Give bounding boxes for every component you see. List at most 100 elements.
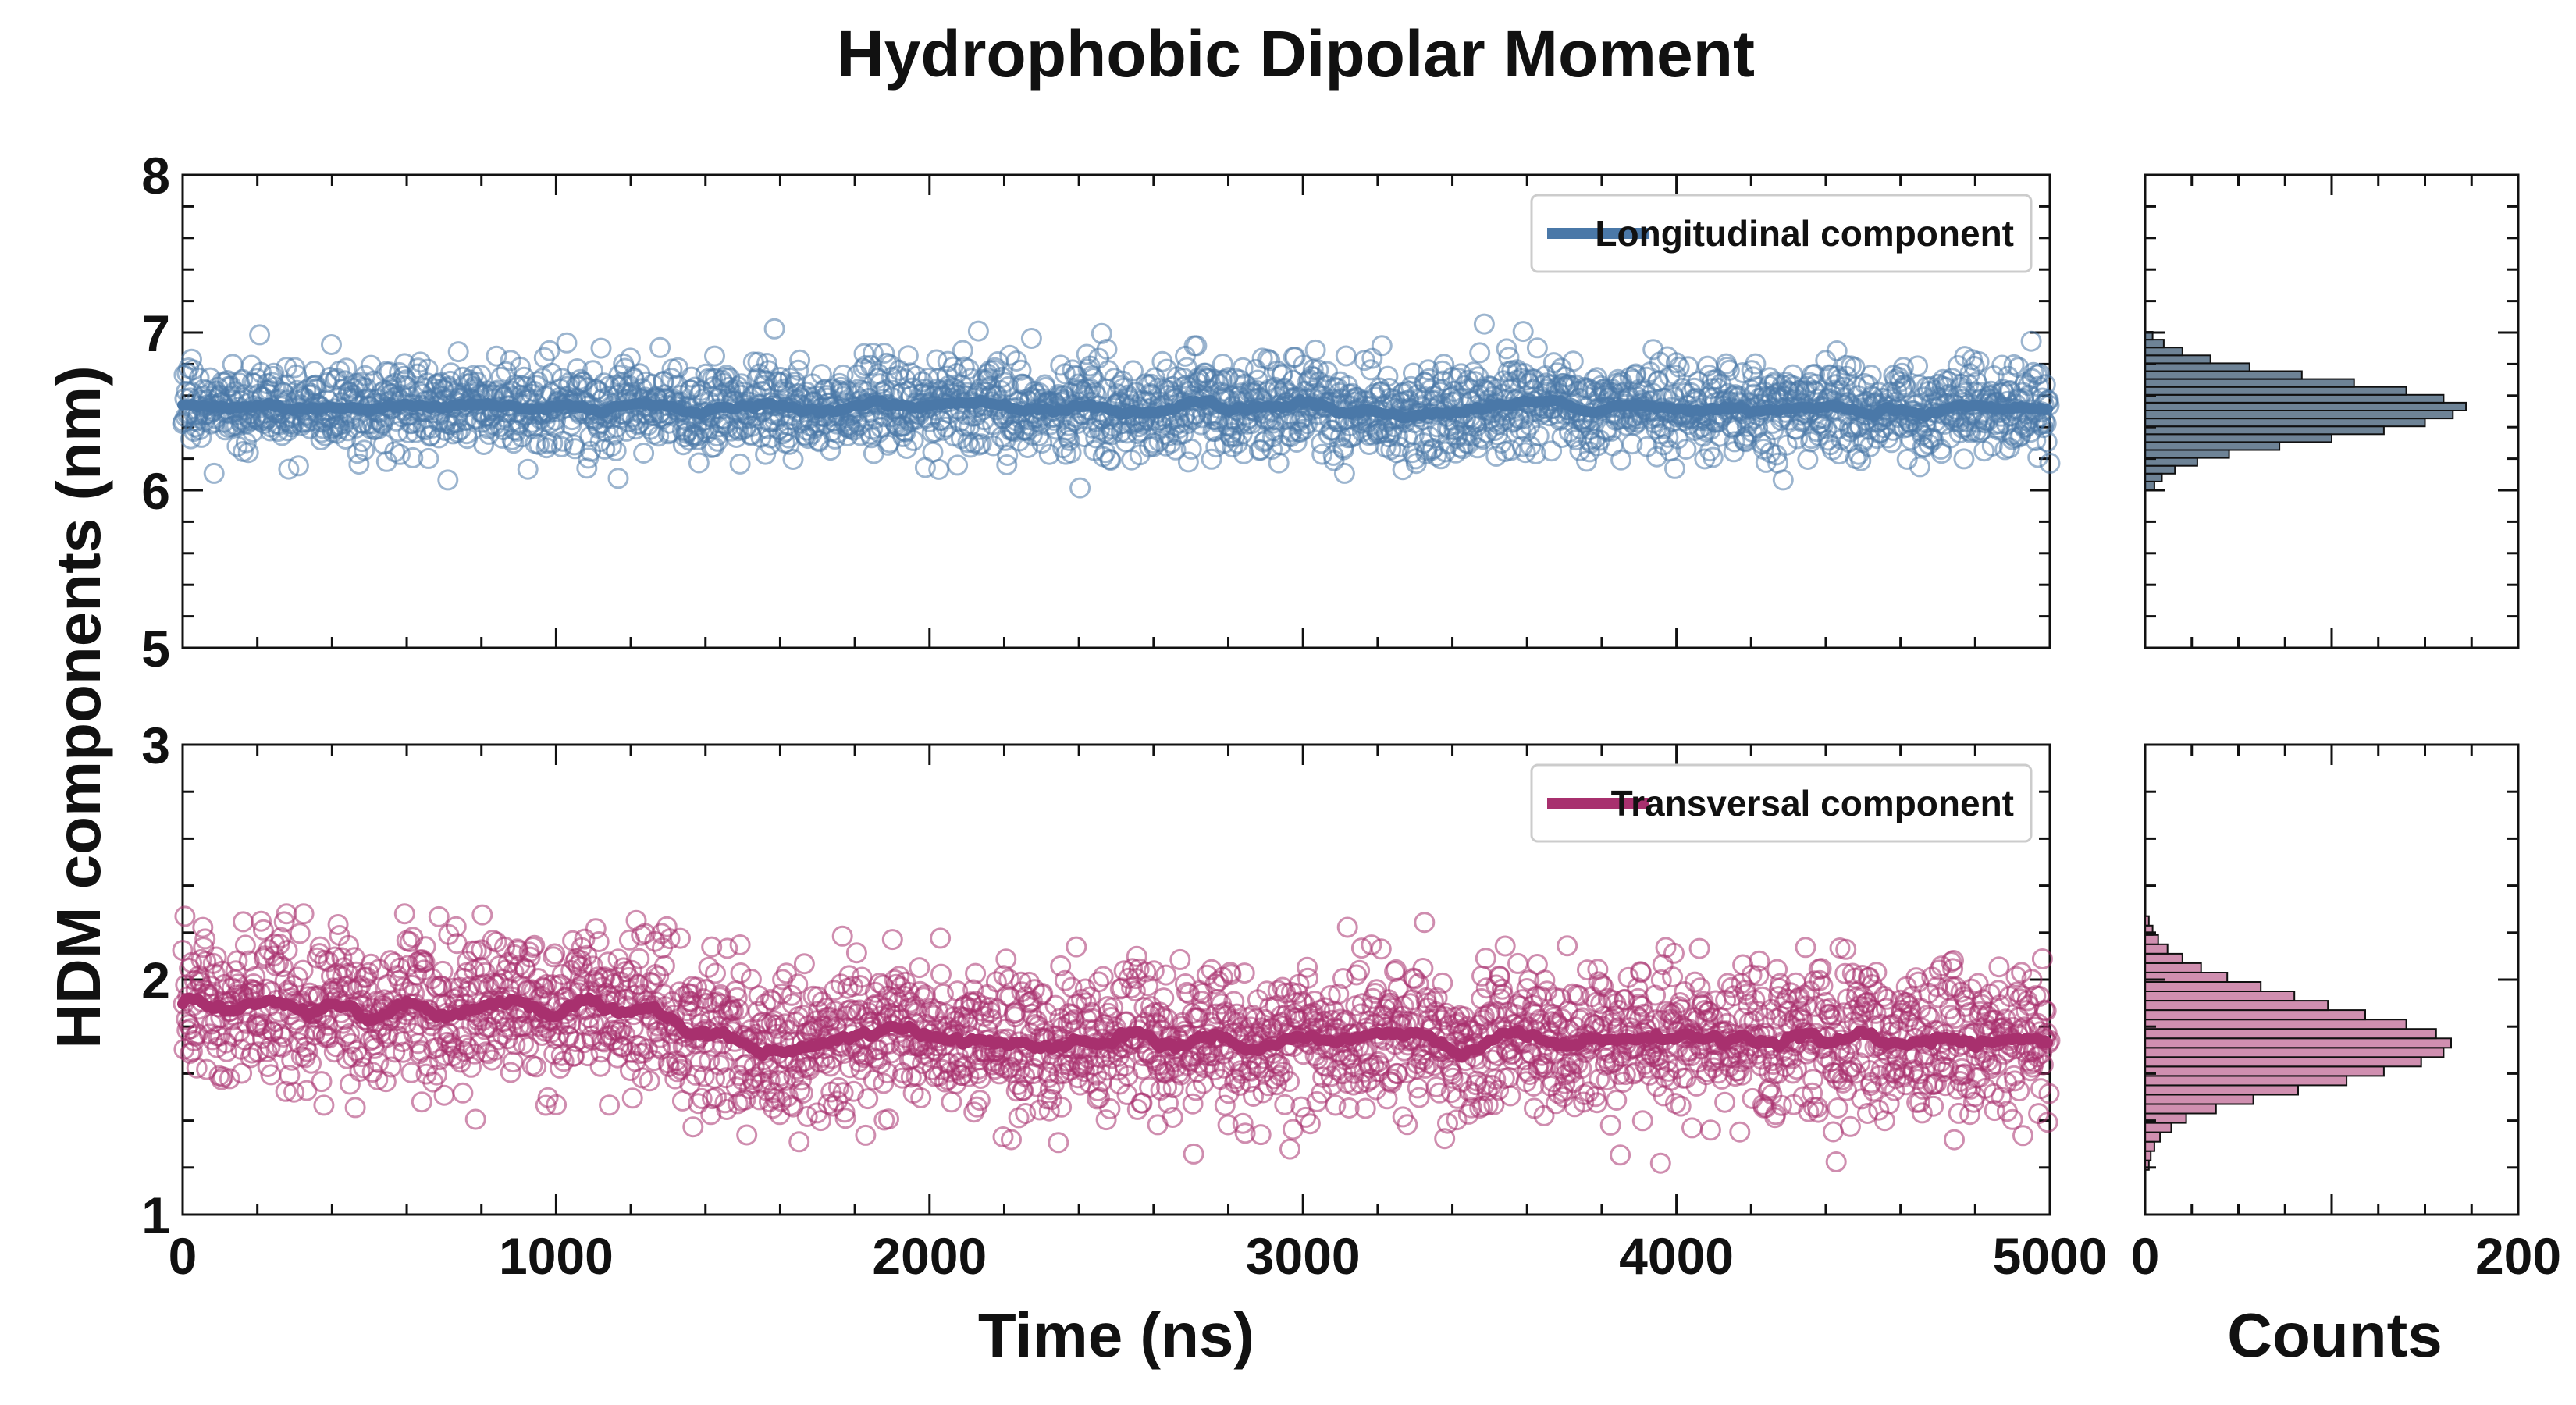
longitudinal-scatter-point (335, 429, 357, 450)
longitudinal-scatter-point (181, 348, 202, 370)
transversal-scatter-point (1494, 935, 1516, 957)
longitudinal-scatter-point (1076, 343, 1098, 365)
transversal-scatter-point (930, 963, 952, 985)
bottom-x-tick-label: 4000 (1619, 1227, 1734, 1285)
transversal-scatter-point (1008, 1107, 1030, 1129)
longitudinal-scatter-point (756, 353, 777, 374)
longitudinal-scatter-point (1263, 412, 1284, 434)
longitudinal-scatter-point (946, 363, 968, 384)
transversal-scatter-point (402, 927, 424, 948)
longitudinal-scatter-point (947, 454, 969, 476)
transversal-scatter-point (1649, 1152, 1671, 1174)
bottom-y-tick-label: 2 (141, 951, 170, 1009)
longitudinal-scatter-point (1907, 355, 1929, 377)
longitudinal-scatter-point (1286, 432, 1308, 453)
longitudinal-scatter-point (1526, 337, 1548, 359)
longitudinal-scatter-point (999, 344, 1021, 366)
longitudinal-scatter-point (409, 351, 431, 373)
longitudinal-scatter-point (922, 441, 944, 463)
longitudinal-scatter-point (862, 343, 884, 364)
transversal-scatter-point (1714, 1091, 1736, 1113)
longitudinal-scatter-point (418, 447, 439, 469)
longitudinal-scatter-point (704, 345, 725, 367)
transversal-scatter-point (845, 942, 867, 964)
longitudinal-scatter-point (1123, 360, 1144, 382)
longitudinal-scatter-point (1031, 432, 1053, 454)
transversal-scatter-point (1349, 959, 1371, 981)
longitudinal-scatter-point (348, 454, 370, 475)
transversal-scatter-point (174, 905, 196, 927)
transversal-scatter-point (682, 1116, 704, 1138)
transversal-scatter-point (1610, 1144, 1631, 1166)
transversal-scatter-point (1688, 937, 1710, 959)
transversal-scatter-point (588, 931, 610, 952)
longitudinal-scatter-point (970, 433, 992, 455)
transversal-scatter-point (289, 923, 311, 944)
transversal-scatter-point (909, 957, 930, 979)
hist-x-axis-label: Counts (2227, 1300, 2443, 1370)
longitudinal-scatter-point (763, 318, 785, 340)
longitudinal-scatter-point (440, 362, 462, 384)
longitudinal-scatter-point (703, 436, 725, 458)
longitudinal-scatter-point (1201, 448, 1222, 470)
transversal-scatter-point (1729, 1121, 1751, 1143)
transversal-scatter-point (1822, 1121, 1844, 1143)
longitudinal-scatter-point (1038, 443, 1060, 465)
longitudinal-scatter-point (517, 458, 539, 480)
top-y-tick-label: 8 (141, 147, 170, 205)
transversal-scatter-point (969, 1090, 991, 1112)
transversal-scatter-point (1606, 1090, 1628, 1111)
bottom-x-tick-label: 0 (169, 1227, 197, 1285)
transversal-scatter-point (1681, 1117, 1703, 1139)
longitudinal-scatter-point (1377, 365, 1399, 387)
transversal-scatter-point (1475, 948, 1496, 969)
transversal-scatter-point (1233, 962, 1255, 984)
bottom-x-tick-label: 2000 (872, 1227, 987, 1285)
longitudinal-scatter-point (928, 458, 950, 480)
longitudinal-scatter-point (996, 454, 1018, 475)
transversal-scatter-point (1279, 1138, 1300, 1160)
longitudinal-scatter-point (869, 373, 891, 395)
transversal-scatter-point (1092, 966, 1114, 987)
longitudinal-scatter-point (203, 462, 225, 484)
longitudinal-scatter-point (321, 334, 342, 355)
transversal-scatter-point (930, 927, 952, 949)
longitudinal-scatter-point (473, 434, 495, 455)
longitudinal-scatter-point (788, 359, 809, 381)
longitudinal-scatter-point (649, 336, 671, 358)
longitudinal-scatter-point (1664, 457, 1685, 479)
transversal-scatter-point (233, 911, 254, 933)
longitudinal-scatter-point (417, 358, 439, 380)
longitudinal-scatter-point (853, 343, 875, 365)
longitudinal-scatter-point (642, 373, 664, 395)
bottom-x-tick-label: 5000 (1993, 1227, 2108, 1285)
longitudinal-scatter-point (1020, 328, 1042, 349)
longitudinal-scatter-point (998, 375, 1019, 397)
longitudinal-scatter-point (633, 443, 655, 464)
x-axis-label: Time (ns) (978, 1300, 1254, 1370)
transversal-scatter-point (1048, 1132, 1069, 1154)
transversal-scatter-point (1182, 1093, 1204, 1115)
transversal-scatter-point (793, 953, 815, 975)
longitudinal-scatter-point (1100, 450, 1122, 471)
transversal-scatter-point (502, 1051, 524, 1073)
transversal-scatter-point (1795, 937, 1816, 959)
longitudinal-scatter-point (237, 442, 259, 464)
longitudinal-scatter-point (969, 418, 991, 440)
top-y-tick-label: 7 (141, 304, 170, 362)
y-axis-label: HDM components (nm) (44, 365, 113, 1049)
longitudinal-scatter-point (1469, 342, 1491, 364)
longitudinal-scatter-point (1080, 378, 1101, 400)
longitudinal-scatter-point (336, 357, 358, 379)
longitudinal-scatter-point (997, 445, 1019, 466)
longitudinal-scatter-point (539, 340, 560, 361)
longitudinal-scatter-point (511, 426, 533, 448)
transversal-scatter-point (1099, 1097, 1121, 1119)
transversal-scatter-point (1699, 1119, 1721, 1141)
transversal-scatter-point (1825, 1151, 1847, 1172)
longitudinal-scatter-point (688, 452, 710, 474)
transversal-scatter-point (1599, 1114, 1621, 1136)
longitudinal-scatter-point (873, 343, 895, 364)
longitudinal-scatter-point (729, 453, 751, 475)
